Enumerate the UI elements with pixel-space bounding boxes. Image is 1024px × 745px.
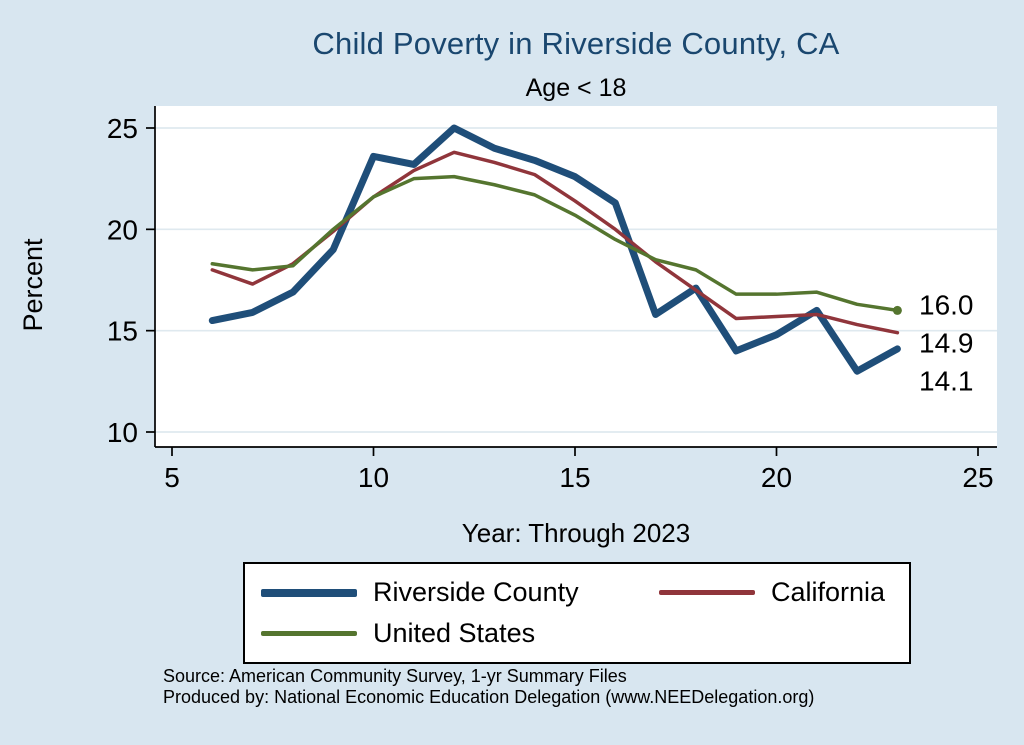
x-tick-label: 10 <box>358 462 389 493</box>
series-line-riverside <box>208 124 901 375</box>
us-end-marker <box>892 305 902 315</box>
legend-label-us: United States <box>373 618 536 648</box>
legend-item-california: California <box>659 577 901 608</box>
legend-swatch-riverside <box>261 588 357 597</box>
legend-swatch-california <box>659 590 755 595</box>
plot-background <box>155 106 997 447</box>
legend-item-us: United States <box>261 618 659 649</box>
y-tick-label: 25 <box>107 113 138 144</box>
end-value-label: 14.9 <box>919 327 974 358</box>
source-note: Source: American Community Survey, 1-yr … <box>163 666 814 708</box>
legend: Riverside County California United States <box>243 562 911 664</box>
x-tick-label: 5 <box>164 462 180 493</box>
x-axis-title: Year: Through 2023 <box>461 518 691 548</box>
source-line-2: Produced by: National Economic Education… <box>163 687 815 707</box>
legend-swatch-us <box>261 631 357 636</box>
x-tick-label: 15 <box>559 462 590 493</box>
y-tick-label: 20 <box>107 214 138 245</box>
x-tick-label: 25 <box>962 462 993 493</box>
end-value-label: 14.1 <box>919 365 974 396</box>
y-tick-label: 10 <box>107 417 138 448</box>
chart-subtitle: Age < 18 <box>525 74 627 102</box>
series-line-us <box>210 174 900 313</box>
plot-svg: 10 15 20 25 5 10 15 20 25 Percent 16.0 14.9 14.1 <box>18 106 997 493</box>
legend-label-california: California <box>771 577 886 607</box>
legend-item-riverside: Riverside County <box>261 577 659 608</box>
legend-label-riverside: Riverside County <box>373 577 579 607</box>
source-line-1: Source: American Community Survey, 1-yr … <box>163 666 627 686</box>
chart-title: Child Poverty in Riverside County, CA <box>312 26 840 61</box>
y-tick-label: 15 <box>107 316 138 347</box>
y-axis-title: Percent <box>18 238 48 332</box>
end-value-label: 16.0 <box>919 289 974 320</box>
x-tick-label: 20 <box>761 462 792 493</box>
